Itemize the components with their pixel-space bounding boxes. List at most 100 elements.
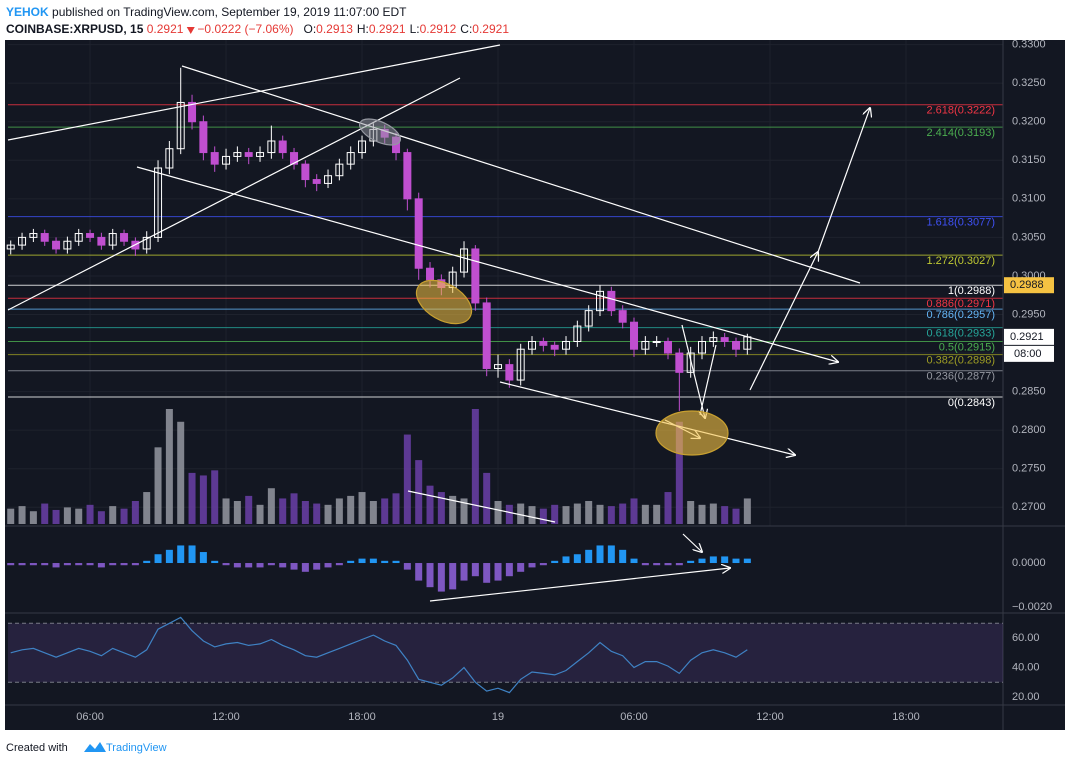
candle-body (732, 340, 741, 350)
candle-body (233, 152, 242, 157)
macd-bar (97, 563, 105, 568)
volume-bar (131, 501, 139, 524)
last: 0.2921 (147, 22, 184, 36)
macd-bar (347, 560, 355, 564)
volume-bar (290, 493, 298, 524)
volume-bar (97, 511, 105, 524)
macd-bar (517, 563, 525, 572)
x-tick-label: 06:00 (76, 711, 104, 723)
x-tick-label: 18:00 (892, 711, 920, 723)
candle-body (176, 101, 185, 150)
volume-bar (721, 506, 729, 524)
macd-bar (449, 563, 457, 590)
macd-bar (279, 563, 287, 568)
ohlc-label: L: (410, 22, 420, 36)
volume-bar (562, 506, 570, 524)
volume-bar (630, 498, 638, 524)
macd-bar (664, 563, 672, 566)
fib-label: 1.618(0.3077) (927, 216, 996, 228)
macd-bar (75, 563, 83, 566)
y-tick-label: 0.3050 (1012, 231, 1046, 243)
candle-body (244, 152, 253, 157)
candle-body (596, 290, 605, 312)
volume-bar (528, 506, 536, 524)
macd-bar (743, 558, 751, 564)
volume-bar (177, 421, 185, 524)
macd-bar (222, 563, 230, 566)
macd-bar (165, 549, 173, 564)
candle-body (675, 352, 684, 373)
macd-bar (143, 560, 151, 564)
candle-body (142, 236, 151, 250)
volume-bar (369, 501, 377, 524)
macd-bar (18, 563, 26, 566)
macd-bar (392, 560, 400, 564)
fib-label: 1.272(0.3027) (927, 255, 996, 267)
macd-tick-label: −0.0020 (1012, 601, 1052, 613)
macd-bar (86, 563, 94, 566)
candle-body (460, 248, 469, 273)
volume-bar (415, 460, 423, 524)
macd-bar (551, 560, 559, 564)
volume-bar (381, 498, 389, 524)
candle-body (618, 310, 627, 323)
macd-bar (732, 558, 740, 564)
macd-bar (109, 563, 117, 566)
volume-bar (607, 506, 615, 524)
author: YEHOK (6, 5, 49, 19)
volume-bar (324, 504, 332, 524)
macd-drawings (429, 533, 730, 602)
published: published on TradingView.com, September … (52, 5, 407, 19)
candle-body (108, 233, 117, 246)
volume-bar (86, 504, 94, 524)
ohlc-label: H: (357, 22, 369, 36)
candle-body (256, 152, 265, 157)
volume-bar (505, 504, 513, 524)
volume-bar (75, 508, 83, 524)
candle-body (505, 364, 514, 381)
candle-body (607, 290, 616, 312)
macd-bar (596, 545, 604, 564)
candle-body (86, 233, 95, 238)
macd-bar (335, 563, 343, 566)
volume-bar (641, 504, 649, 524)
volume-bar (483, 472, 491, 524)
fib-label: 0.5(0.2915) (939, 341, 995, 353)
candle-body (720, 337, 729, 342)
volume-bar (596, 504, 604, 524)
y-tick-label: 0.3200 (1012, 116, 1046, 128)
candle-body (74, 233, 83, 242)
candle-body (312, 179, 321, 184)
fib-label: 0.382(0.2898) (927, 355, 996, 367)
macd-bar (358, 558, 366, 564)
macd-bar (460, 563, 468, 581)
volume-bar (109, 506, 117, 524)
volume-bar (664, 492, 672, 524)
header-line: YEHOK published on TradingView.com, Sept… (6, 5, 407, 19)
volume-bar (63, 507, 71, 524)
candle-body (301, 163, 310, 181)
volume-bar (52, 509, 60, 524)
volume-bar (313, 503, 321, 524)
y-tick-label: 0.3150 (1012, 154, 1046, 166)
volume-bar (743, 498, 751, 524)
volume-bar (449, 495, 457, 524)
volume-bar (460, 498, 468, 524)
volume-bar (403, 434, 411, 524)
x-tick-label: 18:00 (348, 711, 376, 723)
candle-body (528, 340, 537, 350)
volume-bar (347, 495, 355, 524)
fib-label: 1(0.2988) (948, 285, 995, 297)
volume-bar (426, 485, 434, 524)
candle-body (698, 340, 707, 354)
macd-bar (721, 556, 729, 564)
y-tick-label: 0.3250 (1012, 77, 1046, 89)
candle-body (188, 101, 197, 123)
fib-label: 0.786(0.2957) (927, 309, 996, 321)
macd-bar (641, 563, 649, 566)
price-pane: 2.618(0.3222) 2.414(0.3193) 1.618(0.3077) 1… (6, 40, 1003, 526)
macd-bar (131, 563, 139, 566)
candle-body (562, 340, 571, 350)
volume-bar (698, 504, 706, 524)
